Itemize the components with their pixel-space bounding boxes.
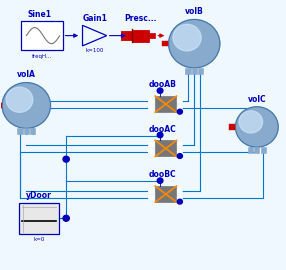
Circle shape: [177, 105, 182, 110]
Bar: [17, 128, 23, 134]
Bar: [21, 21, 63, 50]
Bar: [132, 30, 149, 42]
Text: Presc...: Presc...: [124, 14, 156, 23]
Bar: [121, 31, 132, 40]
Bar: [229, 124, 235, 130]
Bar: [149, 33, 155, 38]
Bar: [155, 140, 176, 157]
Circle shape: [157, 178, 163, 183]
Text: k=100: k=100: [86, 48, 104, 53]
Circle shape: [177, 188, 182, 193]
Bar: [24, 128, 29, 134]
Bar: [185, 68, 190, 74]
Text: volC: volC: [247, 94, 266, 104]
Circle shape: [148, 98, 154, 103]
Circle shape: [177, 195, 182, 200]
Bar: [192, 68, 197, 74]
Bar: [0, 103, 1, 108]
Circle shape: [63, 215, 69, 221]
Bar: [254, 147, 259, 153]
Text: yDoor: yDoor: [26, 191, 52, 200]
Bar: [248, 147, 253, 153]
Circle shape: [148, 188, 154, 193]
Text: dooAB: dooAB: [149, 80, 177, 89]
Text: dooAC: dooAC: [149, 125, 177, 134]
Text: volB: volB: [185, 7, 204, 16]
Circle shape: [177, 109, 182, 114]
Circle shape: [148, 150, 154, 154]
Circle shape: [2, 83, 51, 128]
Text: Sine1: Sine1: [28, 10, 52, 19]
Circle shape: [157, 88, 163, 93]
Text: volA: volA: [17, 70, 36, 79]
Circle shape: [173, 24, 201, 51]
Circle shape: [63, 156, 69, 162]
Text: freqH...: freqH...: [32, 54, 52, 59]
Circle shape: [177, 199, 182, 204]
Bar: [198, 68, 203, 74]
Bar: [261, 147, 266, 153]
Circle shape: [148, 143, 154, 147]
Bar: [155, 186, 176, 202]
Bar: [155, 96, 176, 112]
Bar: [19, 203, 59, 234]
Circle shape: [177, 150, 182, 154]
Circle shape: [239, 111, 263, 133]
Circle shape: [235, 107, 278, 147]
Circle shape: [177, 143, 182, 147]
Circle shape: [6, 87, 33, 112]
Circle shape: [148, 195, 154, 200]
Text: k=0: k=0: [33, 237, 45, 242]
Circle shape: [148, 105, 154, 110]
Text: Gain1: Gain1: [82, 14, 107, 23]
Bar: [162, 41, 168, 46]
Circle shape: [157, 132, 163, 138]
Text: dooBC: dooBC: [149, 170, 177, 179]
Circle shape: [169, 19, 220, 68]
Circle shape: [177, 98, 182, 103]
Circle shape: [177, 154, 182, 158]
Bar: [30, 128, 35, 134]
